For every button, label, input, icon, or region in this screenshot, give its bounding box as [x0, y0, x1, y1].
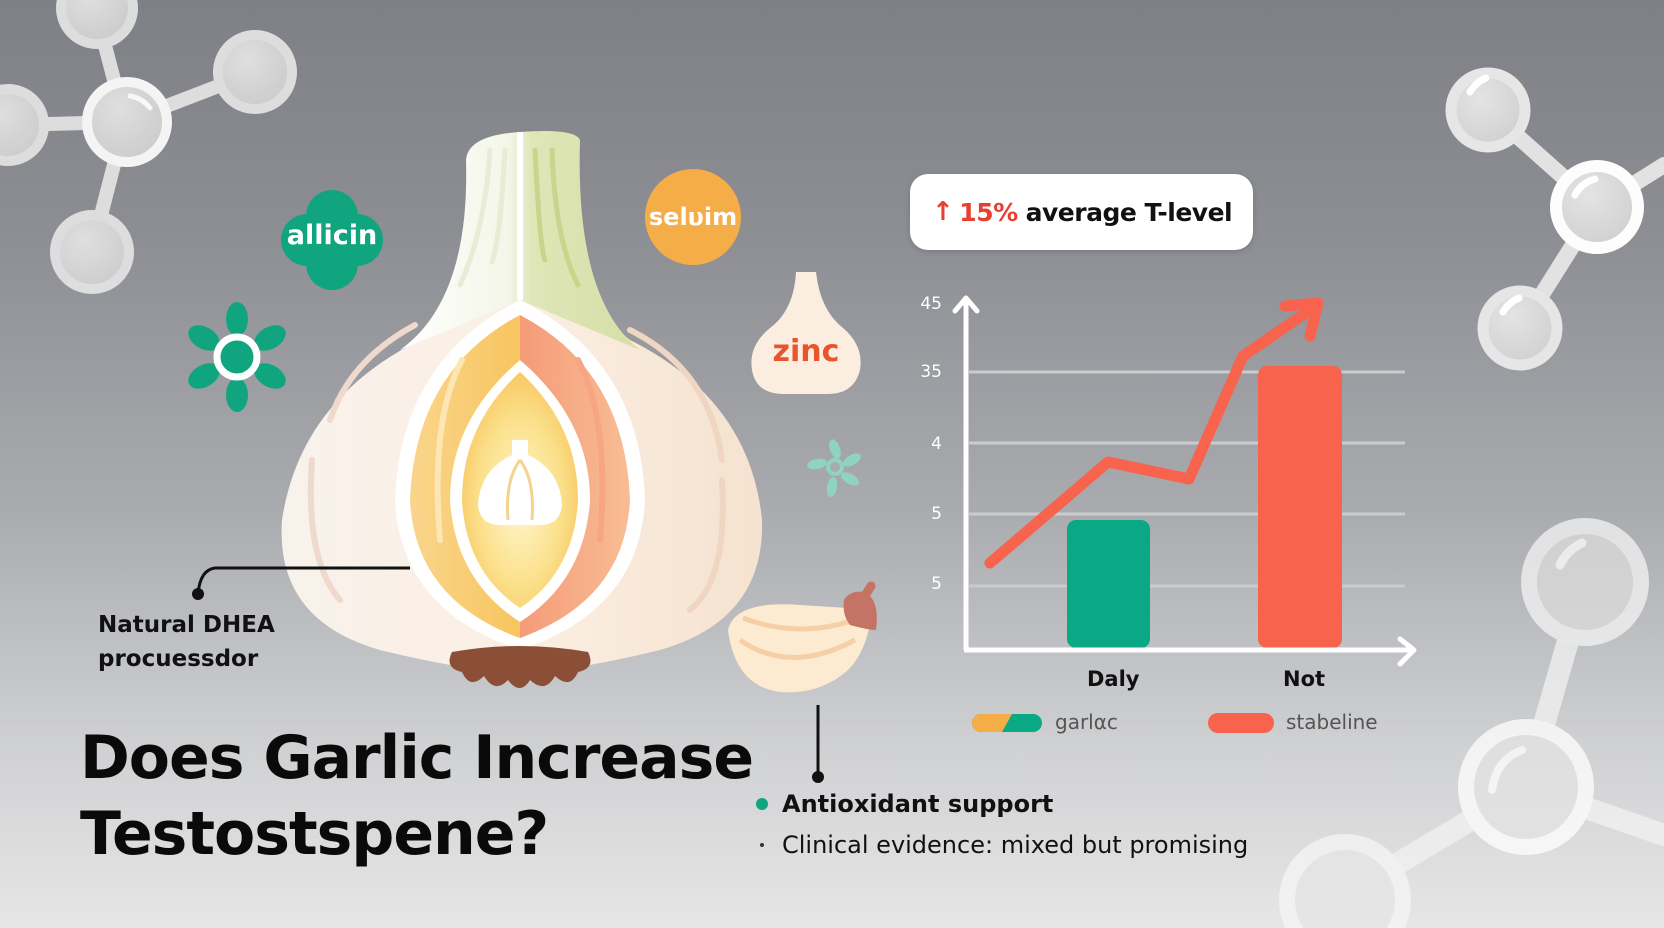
molecule-top-left-icon	[0, 0, 297, 294]
legend-label-garlic: garlαc	[1055, 710, 1118, 734]
green-dot-icon	[756, 798, 768, 810]
x-category-daly: Daly	[1087, 667, 1140, 691]
dhea-annotation: Natural DHEA procuessdor	[98, 612, 275, 672]
legend-label-stabeline: stabeline	[1286, 710, 1378, 734]
legend-swatch-garlic	[972, 714, 1042, 732]
garlic-bulb-illustration	[281, 131, 763, 688]
bar-not	[1258, 366, 1342, 648]
chart	[952, 295, 1417, 733]
bullet-item: Antioxidant support	[756, 790, 1053, 818]
y-tick: 45	[920, 294, 942, 314]
callout-text: average T-level	[1025, 197, 1233, 227]
allicin-badge-shape	[281, 190, 383, 290]
x-category-not: Not	[1283, 667, 1326, 691]
zinc-badge-shape	[751, 272, 861, 394]
trend-line	[984, 304, 1316, 569]
bullet-item: Clinical evidence: mixed but promising	[760, 831, 1248, 859]
molecule-top-right-icon	[1445, 67, 1664, 371]
bar-daly	[1067, 520, 1150, 648]
selenium-badge: selυim	[645, 169, 741, 265]
small-dot-icon	[760, 843, 764, 847]
callout-percent: 15%	[959, 197, 1018, 227]
y-tick: 5	[931, 574, 942, 594]
legend-swatch-stabeline	[1208, 713, 1274, 733]
garlic-roots-icon	[449, 646, 591, 688]
y-tick: 4	[931, 434, 942, 454]
allicin-badge: allicin	[286, 220, 378, 251]
garlic-clove-illustration	[728, 581, 877, 693]
page-title: Does Garlic Increase Testostspene?	[80, 723, 754, 869]
zinc-badge: zinc	[772, 334, 840, 369]
molecule-bottom-right-icon	[1279, 518, 1664, 928]
small-molecule-icon	[807, 439, 862, 497]
up-arrow-icon: ↑	[932, 197, 954, 227]
flower-molecule-icon	[188, 302, 286, 412]
y-tick: 5	[931, 504, 942, 524]
garlic-core-icon	[478, 440, 562, 525]
y-tick: 35	[920, 362, 942, 382]
t-level-callout: ↑ 15% average T-level	[910, 174, 1253, 250]
